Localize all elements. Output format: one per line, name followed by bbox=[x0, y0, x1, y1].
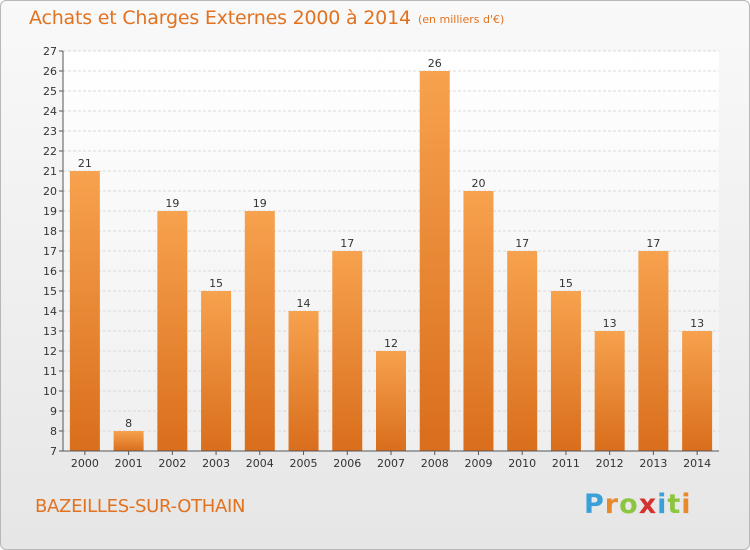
data-label: 17 bbox=[646, 237, 660, 250]
y-tick-label: 12 bbox=[43, 345, 57, 358]
bar bbox=[113, 431, 144, 451]
commune-name: BAZEILLES-SUR-OTHAIN bbox=[35, 496, 246, 517]
y-tick-label: 20 bbox=[43, 185, 57, 198]
data-label: 14 bbox=[297, 297, 311, 310]
logo-letter: r bbox=[604, 489, 620, 520]
bar bbox=[463, 191, 494, 451]
x-tick-label: 2014 bbox=[683, 457, 711, 470]
y-tick-label: 23 bbox=[43, 125, 57, 138]
y-tick-label: 9 bbox=[50, 405, 57, 418]
y-tick-label: 10 bbox=[43, 385, 57, 398]
x-tick-label: 2005 bbox=[290, 457, 318, 470]
data-label: 21 bbox=[78, 157, 92, 170]
y-tick-label: 11 bbox=[43, 365, 57, 378]
data-label: 13 bbox=[690, 317, 704, 330]
chart-unit: (en milliers d'€) bbox=[418, 13, 505, 26]
chart-title: Achats et Charges Externes 2000 à 2014 bbox=[29, 7, 411, 29]
y-tick-label: 19 bbox=[43, 205, 57, 218]
x-tick-label: 2008 bbox=[421, 457, 449, 470]
y-tick-label: 16 bbox=[43, 265, 57, 278]
y-tick-label: 21 bbox=[43, 165, 57, 178]
logo-letter: o bbox=[619, 489, 639, 520]
y-tick-label: 15 bbox=[43, 285, 57, 298]
bar bbox=[419, 71, 450, 451]
y-tick-label: 7 bbox=[50, 445, 57, 458]
y-tick-label: 26 bbox=[43, 65, 57, 78]
x-tick-label: 2004 bbox=[246, 457, 274, 470]
logo-letter: P bbox=[584, 489, 605, 520]
proxiti-logo[interactable]: Proxiti bbox=[584, 489, 692, 520]
bar bbox=[244, 211, 275, 451]
data-label: 20 bbox=[471, 177, 485, 190]
data-label: 15 bbox=[209, 277, 223, 290]
bar bbox=[550, 291, 581, 451]
logo-letter: x bbox=[638, 489, 658, 520]
x-tick-label: 2003 bbox=[202, 457, 230, 470]
bar bbox=[376, 351, 406, 451]
x-tick-label: 2001 bbox=[115, 457, 143, 470]
data-label: 19 bbox=[165, 197, 179, 210]
logo-letter: i bbox=[681, 489, 692, 520]
y-tick-label: 13 bbox=[43, 325, 57, 338]
bar bbox=[157, 211, 188, 451]
data-label: 8 bbox=[125, 417, 132, 430]
y-tick-label: 8 bbox=[50, 425, 57, 438]
bar bbox=[288, 311, 319, 451]
bar bbox=[594, 331, 625, 451]
x-tick-label: 2002 bbox=[158, 457, 186, 470]
data-label: 17 bbox=[515, 237, 529, 250]
bar bbox=[201, 291, 232, 451]
x-tick-label: 2011 bbox=[552, 457, 580, 470]
bar bbox=[69, 171, 100, 451]
x-tick-label: 2007 bbox=[377, 457, 405, 470]
x-tick-label: 2000 bbox=[71, 457, 99, 470]
bar bbox=[507, 251, 538, 451]
bar bbox=[682, 331, 713, 451]
x-tick-label: 2012 bbox=[596, 457, 624, 470]
data-label: 26 bbox=[428, 57, 442, 70]
x-tick-label: 2010 bbox=[508, 457, 536, 470]
y-tick-label: 25 bbox=[43, 85, 57, 98]
logo-letter: i bbox=[657, 489, 668, 520]
data-label: 15 bbox=[559, 277, 573, 290]
y-tick-label: 17 bbox=[43, 245, 57, 258]
y-tick-label: 24 bbox=[43, 105, 57, 118]
x-tick-label: 2006 bbox=[333, 457, 361, 470]
bar bbox=[638, 251, 669, 451]
data-label: 12 bbox=[384, 337, 398, 350]
data-label: 17 bbox=[340, 237, 354, 250]
x-tick-label: 2009 bbox=[464, 457, 492, 470]
y-tick-label: 22 bbox=[43, 145, 57, 158]
data-label: 13 bbox=[603, 317, 617, 330]
y-tick-label: 14 bbox=[43, 305, 57, 318]
x-tick-label: 2013 bbox=[639, 457, 667, 470]
data-label: 19 bbox=[253, 197, 267, 210]
y-tick-label: 27 bbox=[43, 45, 57, 58]
logo-letter: t bbox=[667, 489, 682, 520]
bar bbox=[332, 251, 363, 451]
y-tick-label: 18 bbox=[43, 225, 57, 238]
